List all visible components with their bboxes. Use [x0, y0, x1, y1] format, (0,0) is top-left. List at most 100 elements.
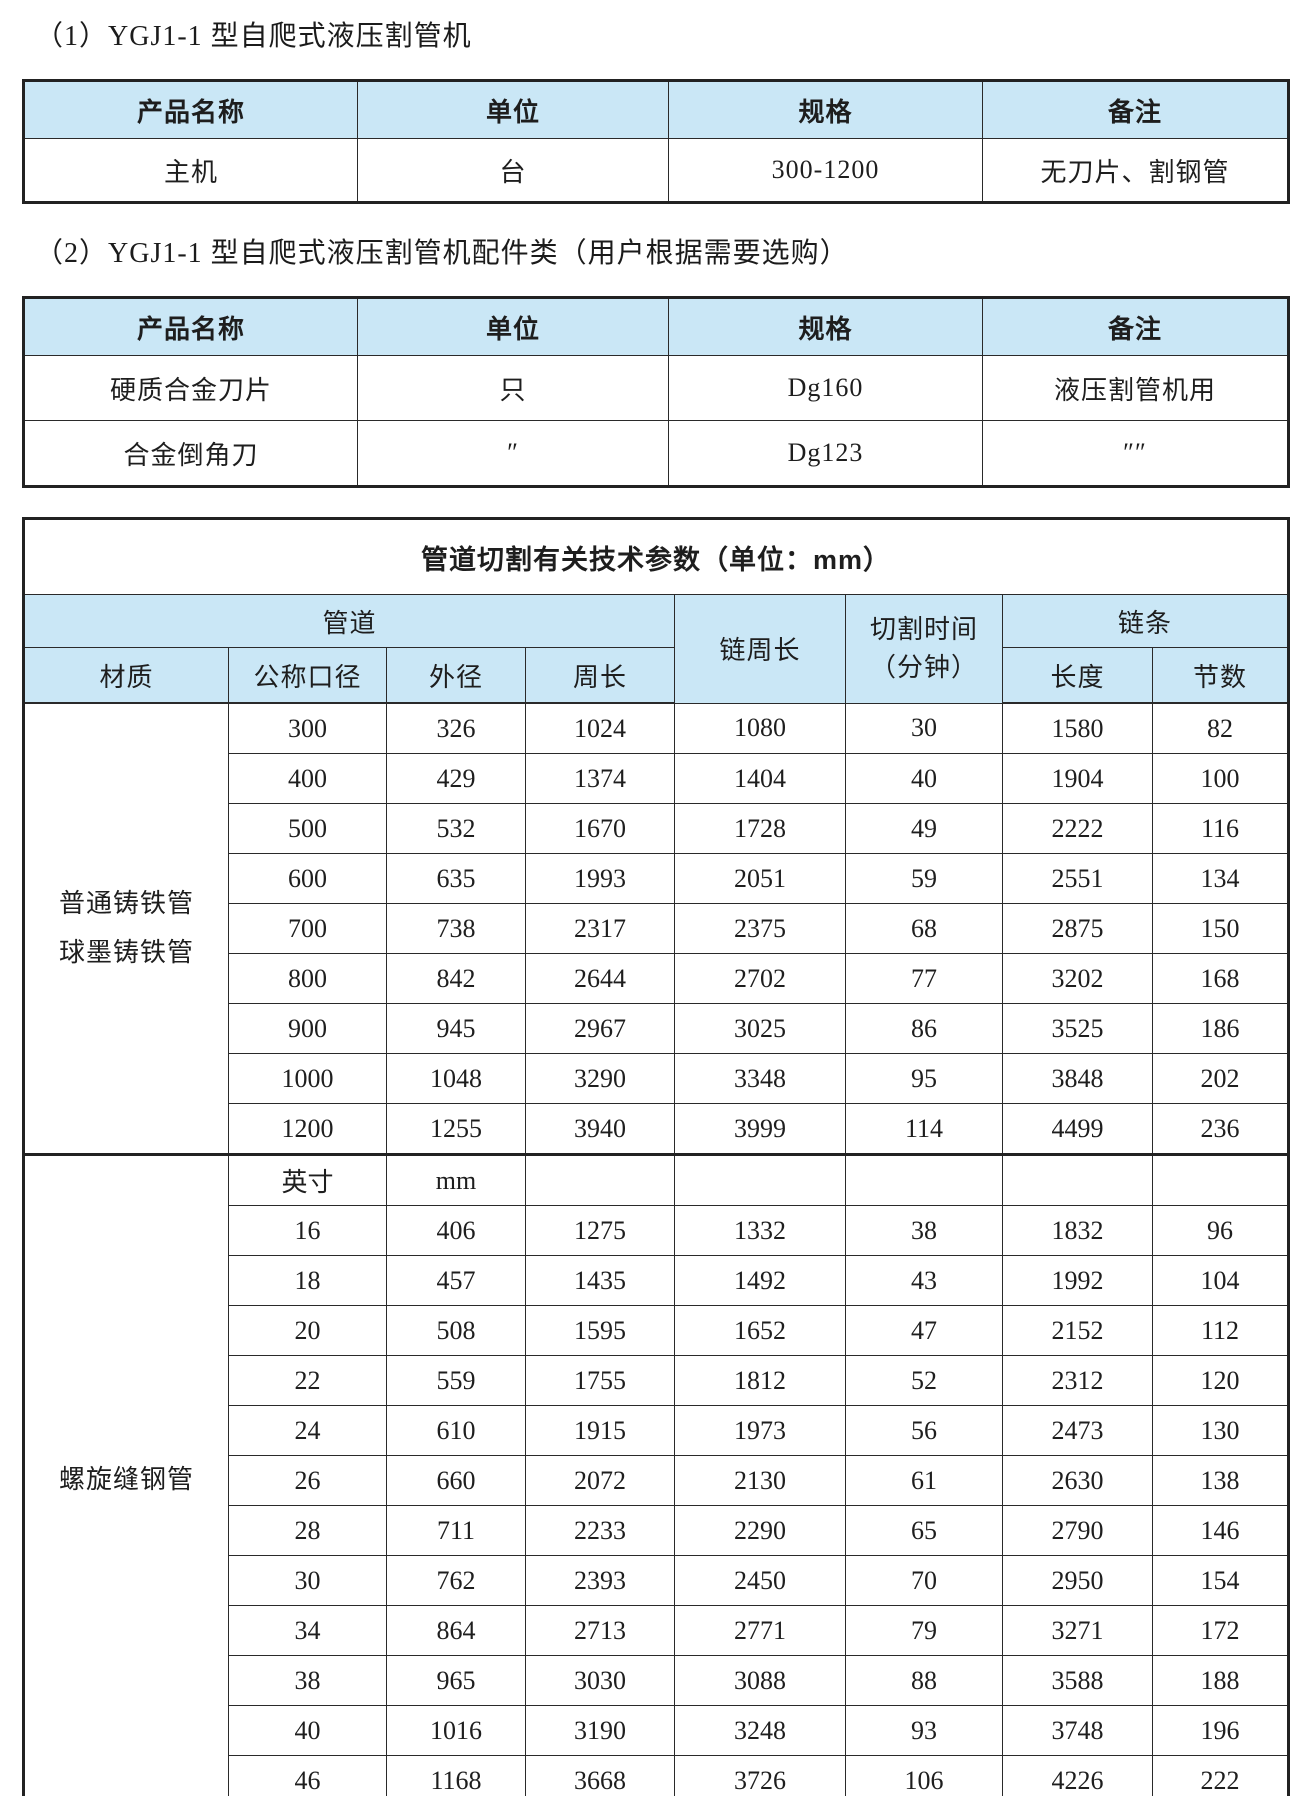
table-row: 700 738 2317 2375 68 2875 150	[24, 903, 1290, 954]
table-cell: 61	[845, 1455, 1003, 1506]
table-cell: 3348	[674, 1053, 846, 1104]
table-cell: 40	[845, 753, 1003, 804]
table-cell: 2875	[1002, 903, 1153, 954]
table-cell: 1492	[674, 1255, 846, 1306]
table-cell: 1275	[525, 1205, 675, 1256]
table-cell: 3202	[1002, 953, 1153, 1004]
table-row: 800 842 2644 2702 77 3202 168	[24, 953, 1290, 1004]
table-cell: 2072	[525, 1455, 675, 1506]
table-row: 18 457 1435 1492 43 1992 104	[24, 1255, 1290, 1306]
table-cell: 1016	[386, 1705, 526, 1756]
table-cell: 2152	[1002, 1305, 1153, 1356]
table-cell: 台	[357, 138, 669, 203]
table-cell: 合金倒角刀	[23, 420, 358, 487]
table-cell: 532	[386, 803, 526, 854]
table-cell: 1992	[1002, 1255, 1153, 1306]
table-cell: 液压割管机用	[982, 355, 1289, 421]
table-cell: 168	[1151, 953, 1290, 1004]
table-cell: 559	[386, 1355, 526, 1406]
table-cell: 1080	[674, 702, 846, 754]
table-cell: 2702	[674, 953, 846, 1004]
table-cell: 2312	[1002, 1355, 1153, 1406]
table-cell: 46	[228, 1755, 387, 1796]
col-header-chain-length: 长度	[1002, 647, 1153, 704]
table-cell: Dg123	[668, 420, 983, 487]
col-header-unit: 单位	[357, 297, 669, 356]
col-header-material: 材质	[23, 647, 229, 704]
table-cell: 无刀片、割钢管	[982, 138, 1289, 203]
table-cell: 2222	[1002, 803, 1153, 854]
table-cell: 70	[845, 1555, 1003, 1606]
table-cell: 154	[1151, 1555, 1290, 1606]
table-cell: 95	[845, 1053, 1003, 1104]
table-cell: 68	[845, 903, 1003, 954]
table-cell: 4499	[1002, 1103, 1153, 1155]
table-cell: Dg160	[668, 355, 983, 421]
table-cell: 3525	[1002, 1003, 1153, 1054]
table-cell: 945	[386, 1003, 526, 1054]
table-cell: 49	[845, 803, 1003, 854]
table-cell: 38	[845, 1205, 1003, 1256]
table-cell: 1200	[228, 1103, 387, 1155]
table-subheader-row: 材质 公称口径 外径 周长 长度 节数	[23, 647, 1290, 704]
col-header-unit: 单位	[357, 80, 669, 139]
table-cell: 120	[1151, 1355, 1290, 1406]
table-cell: 112	[1151, 1305, 1290, 1356]
main-unit-table: 产品名称 单位 规格 备注 主机台 300-1200 无刀片、割钢管	[22, 79, 1290, 204]
cutting-parameters-table: 管道切割有关技术参数（单位：mm） 管道 链周长 切割时间 （分钟） 链条 材质…	[22, 517, 1291, 1796]
table-cell: 38	[228, 1655, 387, 1706]
table-cell: 1168	[386, 1755, 526, 1796]
table-cell: 3025	[674, 1003, 846, 1054]
table-cell: 1904	[1002, 753, 1153, 804]
table-header-row: 产品名称 单位 规格 备注	[23, 80, 1289, 139]
table-cell: 130	[1151, 1405, 1290, 1456]
table-cell: 65	[845, 1505, 1003, 1556]
table-row: 合金倒角刀 ″ Dg123 ″″	[23, 420, 1289, 487]
table-cell: 34	[228, 1605, 387, 1656]
table-cell: 22	[228, 1355, 387, 1406]
table-header-row: 产品名称 单位 规格 备注	[23, 297, 1289, 356]
table-cell: 406	[386, 1205, 526, 1256]
table-cell: 2290	[674, 1505, 846, 1556]
table-cell: 1024	[525, 702, 675, 754]
table-cell: 900	[228, 1003, 387, 1054]
table-cell: 英寸	[228, 1153, 387, 1206]
col-header-nominal-diameter: 公称口径	[228, 647, 387, 704]
table-row: 46 1168 3668 3726 106 4226 222	[24, 1755, 1290, 1796]
table-cell: 56	[845, 1405, 1003, 1456]
table-cell: 500	[228, 803, 387, 854]
table-cell: 1812	[674, 1355, 846, 1406]
table-cell: 711	[386, 1505, 526, 1556]
table-cell: 18	[228, 1255, 387, 1306]
col-header-remarks: 备注	[982, 297, 1289, 356]
table-cell: 114	[845, 1103, 1003, 1155]
cutting-time-line1: 切割时间	[869, 615, 978, 645]
material-label: 普通铸铁管 球墨铸铁管	[23, 702, 229, 1155]
col-header-chain-perimeter: 链周长	[674, 594, 846, 704]
table-cell: 2051	[674, 853, 846, 904]
table-cell: 600	[228, 853, 387, 904]
table-row: 主机台 300-1200 无刀片、割钢管	[23, 138, 1289, 203]
table-cell	[525, 1153, 675, 1206]
table-cell: 150	[1151, 903, 1290, 954]
table-cell: 1973	[674, 1405, 846, 1456]
table-cell: 86	[845, 1003, 1003, 1054]
table-cell: 47	[845, 1305, 1003, 1356]
table-row: 1200 1255 3940 3999 114 4499 236	[24, 1103, 1290, 1155]
table-cell: ″″	[982, 420, 1289, 487]
table-cell: 2771	[674, 1605, 846, 1656]
table-cell: 2713	[525, 1605, 675, 1656]
table-cell: 3940	[525, 1103, 675, 1155]
table-cell: 2393	[525, 1555, 675, 1606]
table-cell: 1595	[525, 1305, 675, 1356]
table-cell: 864	[386, 1605, 526, 1656]
material-label: 螺旋缝钢管	[23, 1153, 229, 1796]
table-row: 30 762 2393 2450 70 2950 154	[24, 1555, 1290, 1606]
table-cell: 1000	[228, 1053, 387, 1104]
table-cell: 43	[845, 1255, 1003, 1306]
table-cell: 16	[228, 1205, 387, 1256]
table-cell: 2233	[525, 1505, 675, 1556]
table-cell: 196	[1151, 1705, 1290, 1756]
table-cell: 3271	[1002, 1605, 1153, 1656]
